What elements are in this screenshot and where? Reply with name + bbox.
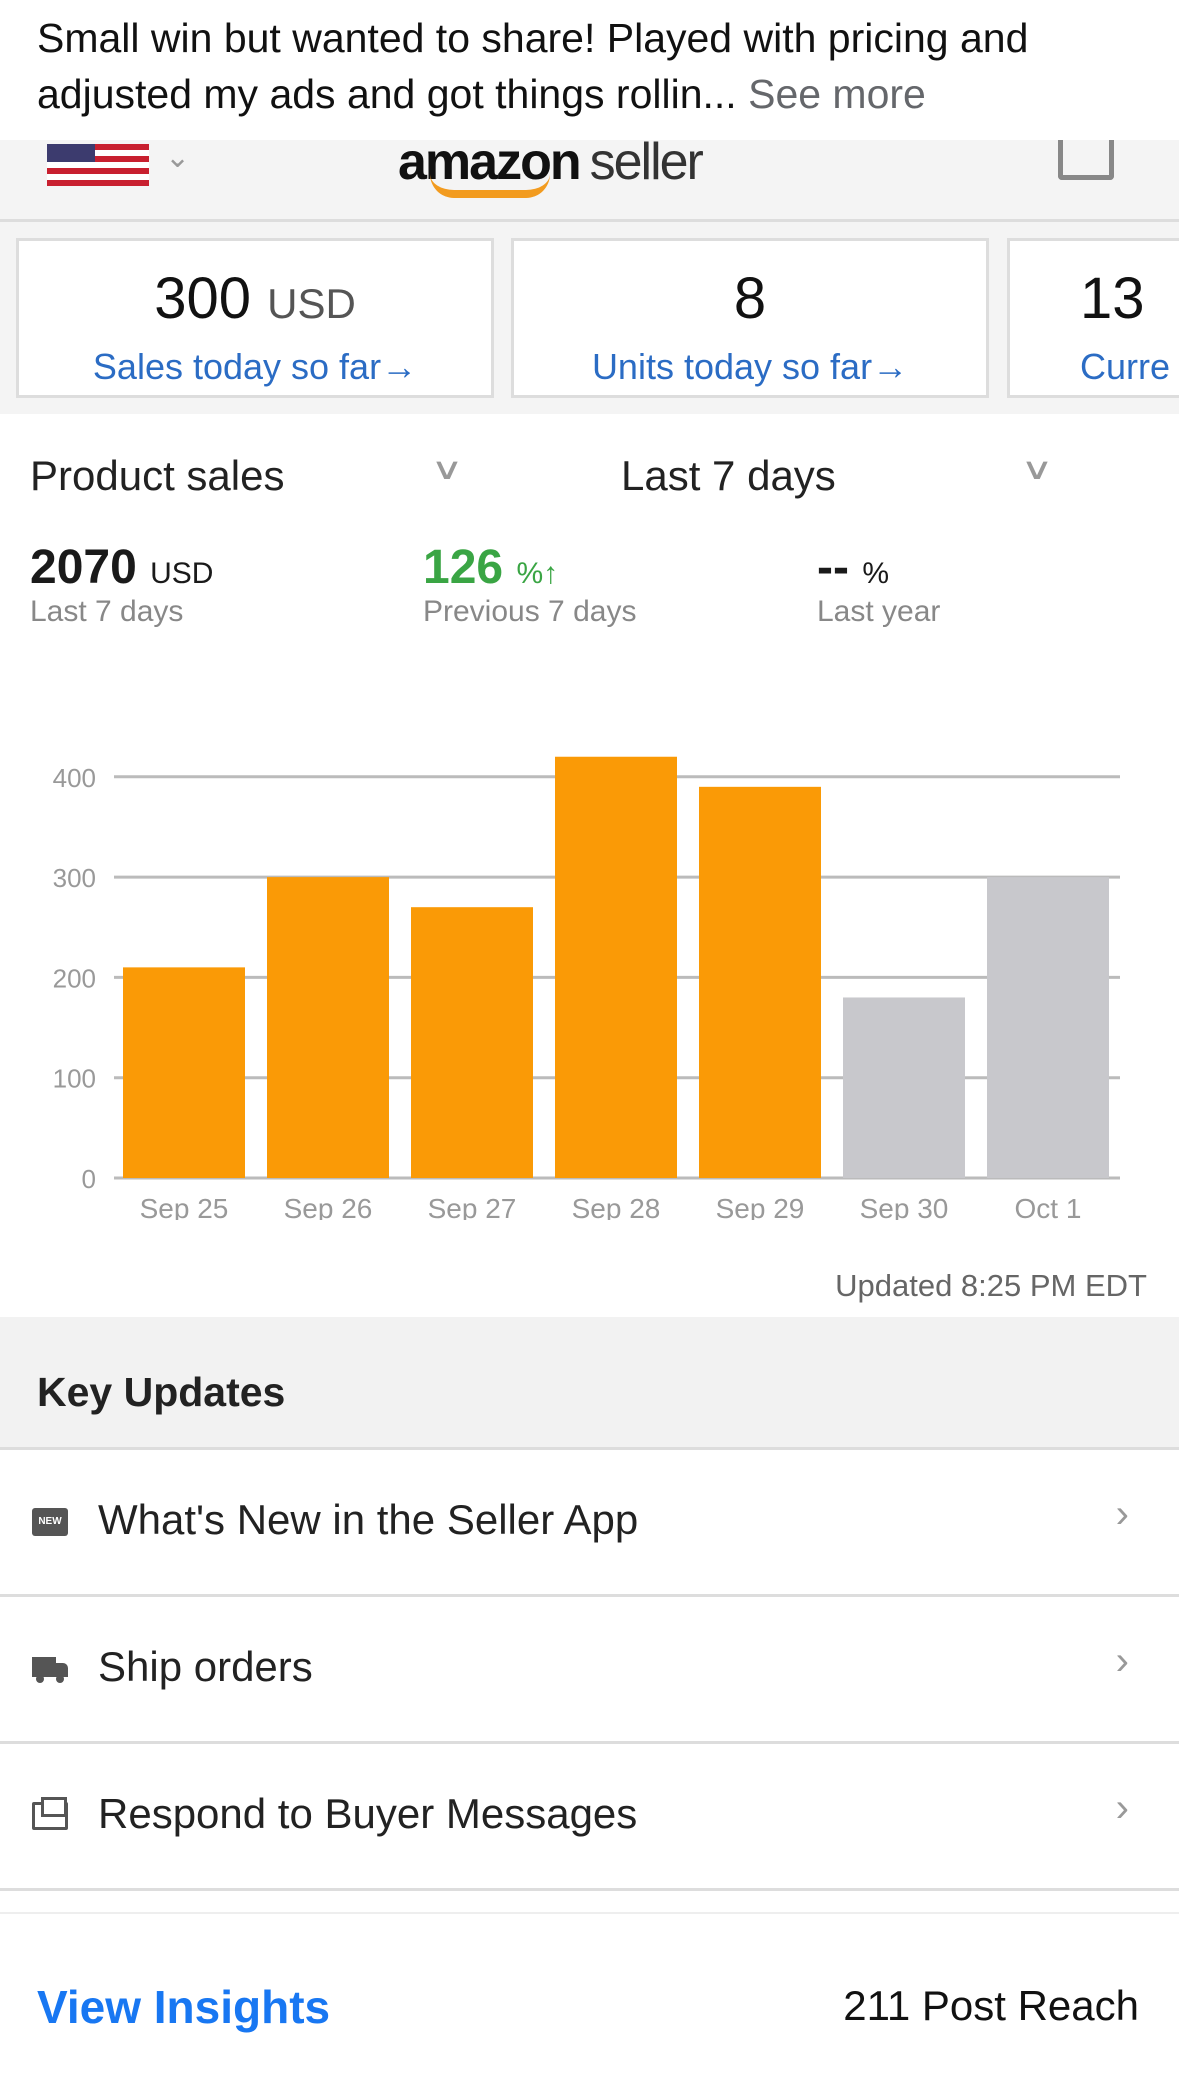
card-value: 8: [733, 266, 767, 331]
chevron-down-icon[interactable]: ∨: [430, 453, 464, 486]
us-flag-icon[interactable]: [47, 144, 149, 186]
y-tick-label: 0: [82, 1164, 96, 1194]
card-link[interactable]: Units today so far→: [591, 346, 909, 387]
new-badge-icon: NEW: [32, 1508, 68, 1536]
message-icon: [32, 1797, 68, 1830]
key-update-label: Ship orders: [98, 1643, 313, 1690]
stat-value: --: [817, 541, 849, 594]
card-value: 13: [1080, 266, 1145, 331]
post-reach: 211 Post Reach: [843, 1982, 1139, 2029]
metric-select[interactable]: Product sales: [30, 452, 285, 499]
sales-bar-chart: 0 100 200 300 400 Sep 25 Sep 26 Sep 27 Sep 28 Sep…: [53, 756, 1120, 1220]
chevron-down-icon[interactable]: ∨: [1020, 453, 1054, 486]
chevron-right-icon: ›: [1115, 1639, 1129, 1683]
stat-last-year: -- % Last year: [817, 540, 940, 629]
key-update-label: What's New in the Seller App: [98, 1496, 639, 1543]
key-update-whats-new[interactable]: NEW What's New in the Seller App ›: [0, 1450, 1179, 1597]
card-link[interactable]: Sales today so far→: [92, 346, 418, 387]
amazon-smile-logo: [430, 174, 550, 198]
app-header: ⌄ amazon seller: [0, 136, 1179, 222]
key-updates-header: Key Updates: [0, 1317, 1179, 1450]
bar: [411, 907, 533, 1178]
x-tick-label: Sep 27: [428, 1193, 517, 1220]
stat-label: Previous 7 days: [423, 595, 637, 628]
x-tick-label: Sep 25: [140, 1193, 229, 1220]
current-card[interactable]: 13 Curre: [1007, 238, 1179, 398]
stat-unit: USD: [150, 557, 214, 590]
truck-icon: [32, 1655, 68, 1683]
x-tick-label: Sep 30: [860, 1193, 949, 1220]
stat-label: Last 7 days: [30, 595, 184, 628]
key-updates-title: Key Updates: [37, 1369, 286, 1415]
y-tick-label: 200: [53, 963, 96, 993]
stat-unit: %↑: [516, 557, 559, 590]
card-link[interactable]: Curre: [1080, 346, 1171, 387]
stat-last-7-days: 2070 USD Last 7 days: [30, 540, 213, 629]
x-tick-label: Sep 26: [284, 1193, 373, 1220]
bar: [267, 877, 389, 1178]
updated-timestamp: Updated 8:25 PM EDT: [835, 1268, 1147, 1303]
stat-label: Last year: [817, 595, 941, 628]
bar: [555, 756, 677, 1178]
view-insights-link[interactable]: View Insights: [37, 1981, 331, 2033]
post-footer: [0, 1912, 1179, 2095]
x-tick-label: Sep 29: [716, 1193, 805, 1220]
caption-text: Small win but wanted to share! Played wi…: [37, 15, 1029, 117]
y-tick-label: 100: [53, 1064, 96, 1094]
stat-previous-7-days: 126 %↑ Previous 7 days: [423, 540, 636, 629]
see-more-link[interactable]: See more: [748, 71, 926, 117]
bar: [987, 877, 1109, 1178]
chevron-down-icon[interactable]: ⌄: [165, 141, 191, 174]
key-update-label: Respond to Buyer Messages: [98, 1790, 638, 1837]
stat-unit: %: [862, 557, 889, 590]
bar: [123, 967, 245, 1178]
card-value: 300: [154, 266, 251, 331]
bar: [843, 997, 965, 1178]
card-unit: USD: [267, 280, 356, 327]
y-tick-label: 300: [53, 863, 96, 893]
stat-value: 2070: [30, 541, 137, 594]
stat-value: 126: [423, 541, 504, 594]
scan-icon[interactable]: [1058, 140, 1114, 180]
key-update-buyer-messages[interactable]: Respond to Buyer Messages ›: [0, 1744, 1179, 1891]
chevron-right-icon: ›: [1115, 1786, 1129, 1830]
bar: [699, 786, 821, 1178]
sales-today-card[interactable]: 300 USD Sales today so far→: [16, 238, 494, 398]
y-tick-label: 400: [53, 763, 96, 793]
key-update-ship-orders[interactable]: Ship orders ›: [0, 1597, 1179, 1744]
post-caption: Small win but wanted to share! Played wi…: [37, 10, 1157, 122]
x-tick-label: Sep 28: [572, 1193, 661, 1220]
range-select[interactable]: Last 7 days: [621, 452, 836, 499]
units-today-card[interactable]: 8 Units today so far→: [511, 238, 989, 398]
x-tick-label: Oct 1: [1015, 1193, 1082, 1220]
chevron-right-icon: ›: [1115, 1492, 1129, 1536]
